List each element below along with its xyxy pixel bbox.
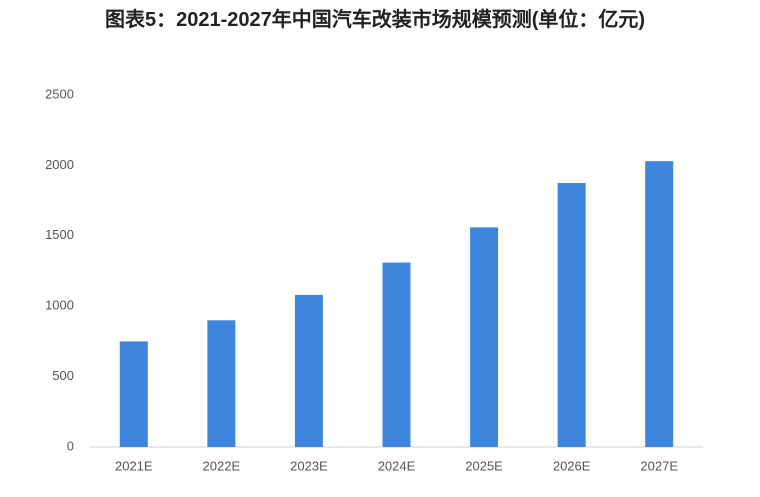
y-tick-label: 2500 [45,86,74,101]
x-tick-label: 2022E [203,458,241,473]
bar [645,161,674,447]
y-tick-label: 1500 [45,227,74,242]
x-tick-label: 2026E [553,458,591,473]
x-tick-label: 2024E [378,458,416,473]
y-tick-label: 1000 [45,298,74,313]
bar [207,320,236,447]
bar [382,262,411,447]
x-tick-label: 2027E [640,458,678,473]
bar [294,294,323,447]
bar [119,341,148,447]
y-tick-label: 0 [67,438,74,453]
x-tick-label: 2023E [290,458,328,473]
x-tick-label: 2021E [115,458,153,473]
y-tick-label: 2000 [45,157,74,172]
chart-title: 图表5：2021-2027年中国汽车改装市场规模预测(单位：亿元) [104,9,646,31]
x-tick-label: 2025E [465,458,503,473]
bar [557,183,586,447]
bar [470,227,499,447]
y-tick-label: 500 [52,368,74,383]
